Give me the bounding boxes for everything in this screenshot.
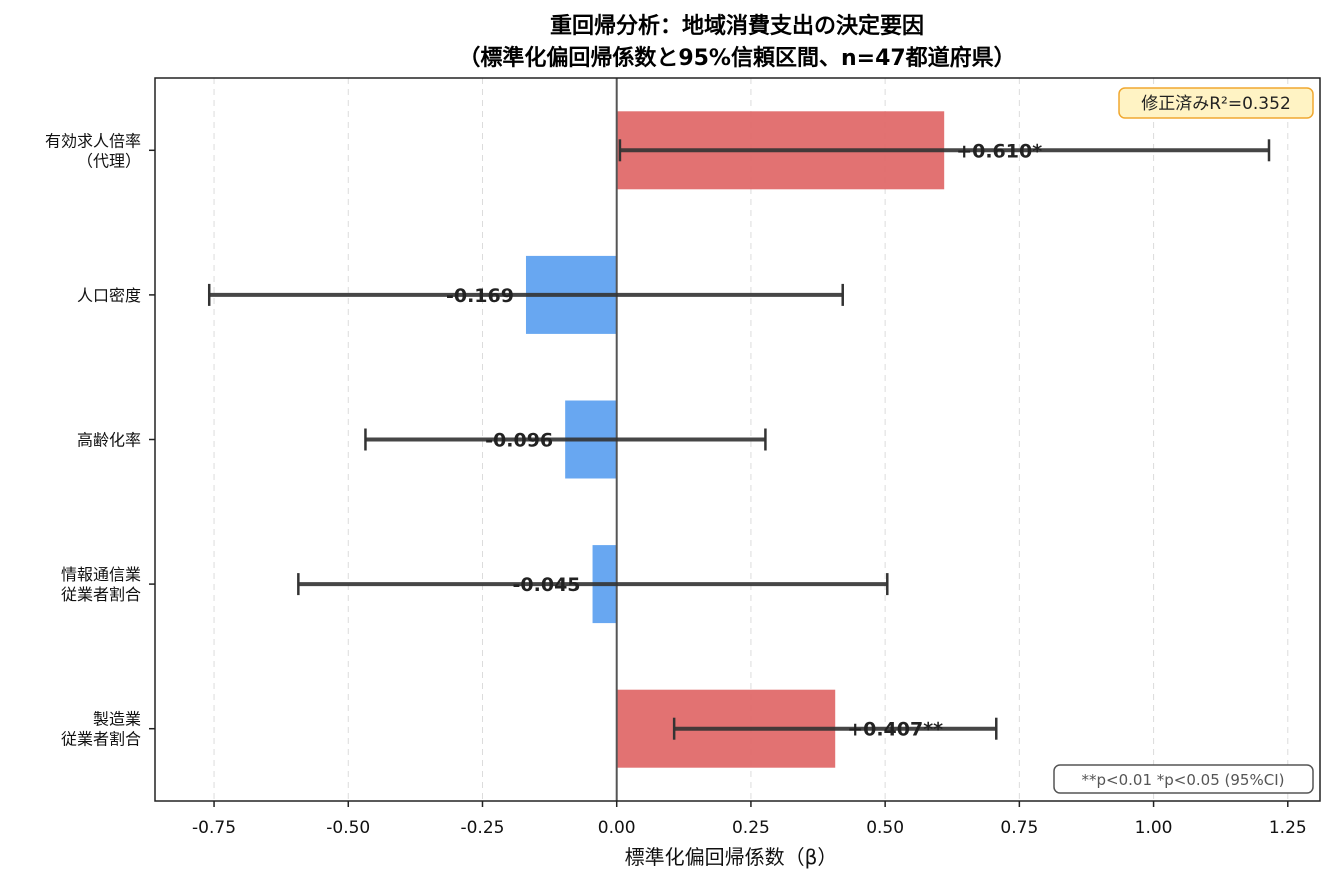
bar-value-label: +0.407**: [847, 719, 943, 741]
chart-title-line1: 重回帰分析：地域消費支出の決定要因: [550, 13, 924, 39]
x-tick-label: -0.75: [192, 818, 236, 838]
x-tick-label: 1.00: [1135, 818, 1173, 838]
x-axis-label: 標準化偏回帰係数（β）: [625, 845, 838, 869]
bar-value-label: -0.096: [485, 430, 553, 452]
significance-legend-box: [1053, 764, 1314, 794]
significance-legend-text: **p<0.01 *p<0.05 (95%CI): [1082, 771, 1285, 789]
x-tick-label: 0.25: [732, 818, 770, 838]
bar-value-label: -0.045: [513, 574, 581, 596]
x-tick-label: 0.00: [598, 818, 636, 838]
bar-value-label: -0.169: [446, 285, 514, 307]
x-tick-label: 0.50: [866, 818, 904, 838]
bar-value-label: +0.610*: [956, 140, 1042, 162]
chart-title-line2: （標準化偏回帰係数と95%信頼区間、n=47都道府県）: [458, 45, 1015, 71]
y-category-label: 従業者割合: [61, 585, 141, 604]
y-category-label: 高齢化率: [77, 431, 141, 450]
x-tick-label: -0.25: [460, 818, 504, 838]
r2-annotation-text: 修正済みR²=0.352: [1141, 94, 1291, 114]
r2-annotation: 修正済みR²=0.352: [1118, 87, 1314, 119]
y-category-label: 人口密度: [77, 286, 141, 305]
y-category-label: 有効求人倍率: [45, 131, 141, 150]
confidence-intervals: [207, 139, 1271, 740]
x-tick-label: 0.75: [1000, 818, 1038, 838]
x-axis-ticks: -0.75 -0.50 -0.25 0.00 0.25 0.50 0.75 1.00 1.25: [192, 801, 1307, 838]
y-category-label: 情報通信業: [61, 565, 141, 584]
significance-legend: **p<0.01 *p<0.05 (95%CI): [1053, 764, 1314, 794]
r2-annotation-box: [1118, 87, 1314, 119]
y-category-label: （代理）: [77, 151, 141, 170]
x-tick-label: 1.25: [1269, 818, 1307, 838]
value-labels: +0.610* -0.169 -0.096 -0.045 +0.407**: [446, 140, 1042, 740]
y-category-label: 製造業: [93, 710, 141, 729]
x-tick-label: -0.50: [326, 818, 370, 838]
y-category-label: 従業者割合: [61, 730, 141, 749]
